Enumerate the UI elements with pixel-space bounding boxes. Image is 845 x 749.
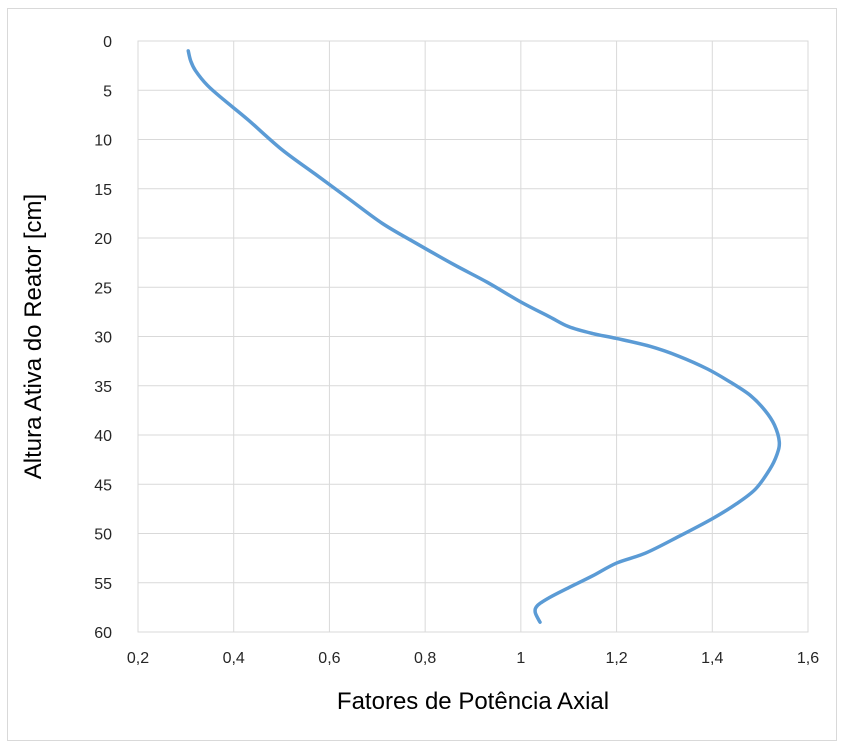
chart-frame: 0,2 0,4 0,6 0,8 1 1,2 1,4 1,6 0 5 10 15 20 25 30 35 40 4… [7, 8, 837, 741]
x-axis-tick-labels: 0,2 0,4 0,6 0,8 1 1,2 1,4 1,6 [127, 650, 819, 667]
x-tick-label: 1 [516, 650, 525, 667]
x-tick-label: 0,4 [223, 650, 245, 667]
y-tick-label: 35 [94, 379, 112, 396]
y-tick-label: 50 [94, 527, 112, 544]
series-line [186, 49, 782, 624]
x-tick-label: 1,6 [797, 650, 819, 667]
x-tick-label: 0,2 [127, 650, 149, 667]
series-layer [186, 49, 782, 624]
y-tick-label: 10 [94, 133, 112, 150]
y-tick-label: 0 [103, 34, 112, 51]
x-tick-label: 0,8 [414, 650, 436, 667]
y-tick-label: 40 [94, 428, 112, 445]
y-tick-label: 15 [94, 182, 112, 199]
plot-area-border [137, 40, 809, 633]
x-tick-label: 0,6 [318, 650, 340, 667]
y-tick-label: 30 [94, 330, 112, 347]
y-axis-title: Altura Ativa do Reator [cm] [20, 194, 47, 479]
x-tick-label: 1,4 [701, 650, 723, 667]
line-chart: 0,2 0,4 0,6 0,8 1 1,2 1,4 1,6 0 5 10 15 20 25 30 35 40 4… [20, 34, 819, 715]
y-axis-tick-labels: 0 5 10 15 20 25 30 35 40 45 50 55 60 [94, 34, 112, 642]
y-tick-label: 45 [94, 477, 112, 494]
y-tick-label: 5 [103, 83, 112, 100]
y-tick-label: 20 [94, 231, 112, 248]
y-tick-label: 60 [94, 625, 112, 642]
x-tick-label: 1,2 [605, 650, 627, 667]
y-tick-label: 25 [94, 280, 112, 297]
grid-layer [137, 40, 809, 633]
x-axis-title: Fatores de Potência Axial [337, 688, 609, 715]
y-tick-label: 55 [94, 576, 112, 593]
